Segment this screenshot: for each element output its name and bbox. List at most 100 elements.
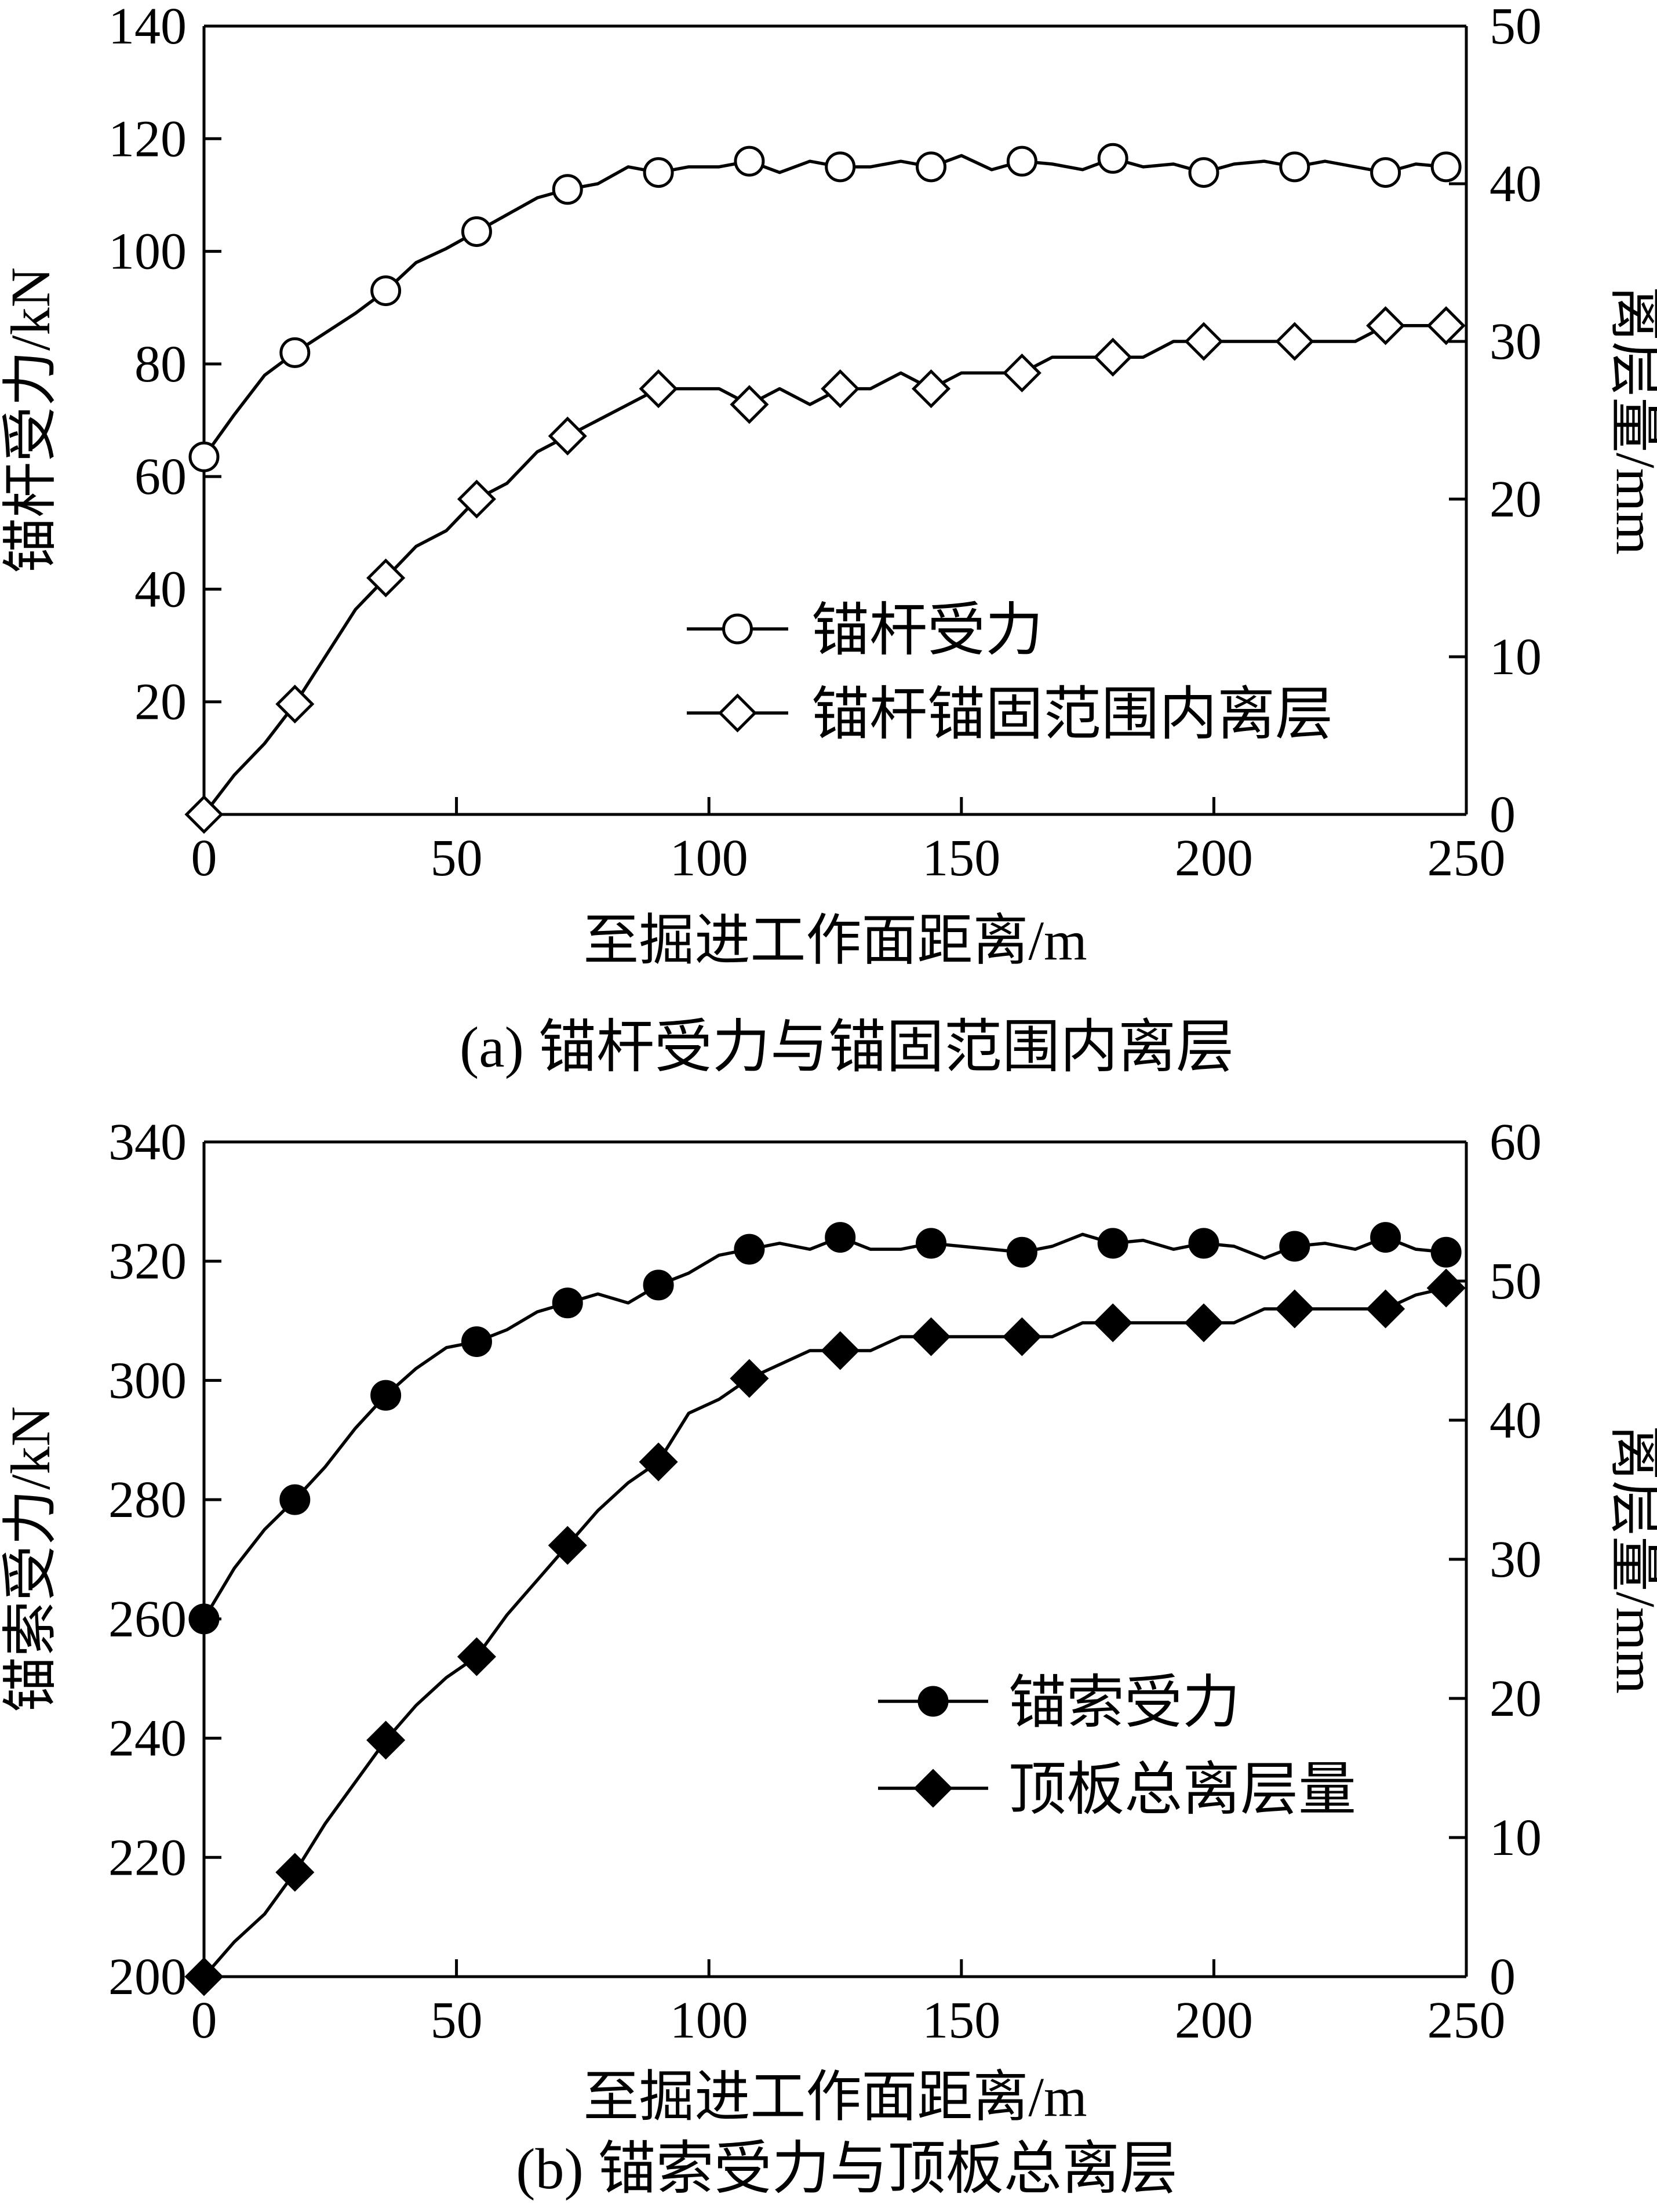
chart-b-data-point <box>1430 1236 1462 1268</box>
chart-a-data-point <box>279 337 311 368</box>
chart-b-legend-marker <box>913 1769 953 1808</box>
chart-b-y-tick-label: 220 <box>108 1829 187 1886</box>
chart-b-y-tick-label: 260 <box>108 1591 187 1648</box>
chart-b-data-point <box>734 1234 765 1265</box>
chart-b-data-point <box>548 1526 587 1565</box>
chart-b-data-point <box>1366 1289 1405 1329</box>
chart-b-x-tick-label: 250 <box>1427 1992 1506 2049</box>
chart-b-y-tick-label: 200 <box>108 1948 187 2006</box>
chart-a-series-1 <box>184 306 1466 834</box>
chart-b-y-tick-label: 280 <box>108 1471 187 1529</box>
chart-a-data-point <box>639 369 678 409</box>
chart-a-x-label: 至掘进工作面距离/m <box>583 909 1087 972</box>
chart-b-legend-label: 顶板总离层量 <box>1008 1758 1356 1822</box>
chart-a-data-point <box>643 157 674 188</box>
chart-b-y2-tick-label: 40 <box>1490 1392 1542 1449</box>
chart-b-y-tick-label: 340 <box>108 1114 187 1171</box>
chart-a-data-point <box>1430 151 1462 183</box>
chart-b-data-point <box>366 1720 406 1760</box>
chart-a-y2-tick-label: 40 <box>1490 155 1542 213</box>
chart-b-y2-tick-label: 10 <box>1490 1809 1542 1867</box>
chart-a-y2-label: 离层量/mm <box>1605 286 1657 555</box>
chart-b-data-point <box>911 1317 951 1356</box>
chart-b-y-tick-label: 320 <box>108 1233 187 1290</box>
chart-a: 0 50 100 150 200 250 20 40 60 80 100 120 140 0 10 20 30 4… <box>0 0 1657 1079</box>
chart-a-series-line <box>202 324 1447 816</box>
chart-b-data-point <box>552 1287 583 1319</box>
chart-a-legend-label: 锚杆受力 <box>811 598 1043 663</box>
chart-b-data-point <box>1093 1303 1132 1343</box>
chart-b-data-point <box>1275 1289 1314 1329</box>
chart-b-series-1 <box>184 1268 1466 1996</box>
chart-b-data-point <box>1097 1228 1128 1259</box>
chart-b-y2-tick-label: 30 <box>1490 1531 1542 1588</box>
chart-b-data-point <box>275 1853 315 1892</box>
chart-b-y2-tick-label: 60 <box>1490 1114 1542 1171</box>
chart-a-data-point <box>1279 151 1310 183</box>
chart-b-data-point <box>1184 1303 1223 1343</box>
chart-a-data-point <box>548 416 587 456</box>
chart-a-data-point <box>1188 157 1219 188</box>
chart-a-data-point <box>184 795 224 834</box>
chart-b-data-point <box>188 1603 220 1635</box>
chart-b-data-point <box>639 1442 678 1482</box>
chart-a-y2-tick-label: 0 <box>1490 786 1516 843</box>
chart-a-y-tick-label: 60 <box>134 448 187 505</box>
chart-a-legend-marker <box>722 613 753 645</box>
chart-a-data-point <box>1093 337 1132 377</box>
chart-a-x-tick-label: 250 <box>1427 829 1506 887</box>
chart-a-data-point <box>461 216 492 248</box>
chart-b-data-point <box>1188 1228 1219 1259</box>
chart-a-data-point <box>1275 322 1314 361</box>
chart-b-x-label: 至掘进工作面距离/m <box>583 2066 1087 2128</box>
chart-b-data-point <box>825 1222 856 1253</box>
chart-a-y-tick-label: 120 <box>108 110 187 168</box>
chart-a-x-tick-label: 200 <box>1175 829 1253 887</box>
chart-b-data-point <box>370 1380 402 1411</box>
chart-b-data-point <box>184 1957 224 1996</box>
chart-b-data-point <box>1006 1236 1037 1268</box>
chart-b-data-point <box>279 1484 311 1515</box>
chart-a-data-point <box>825 151 856 183</box>
chart-b-x-tick-label: 50 <box>431 1992 483 2049</box>
chart-b-data-point <box>457 1637 496 1676</box>
chart-a-data-point <box>916 151 947 183</box>
chart-a-data-point <box>552 174 583 205</box>
chart-a-data-point <box>370 275 402 307</box>
chart-a-data-point <box>730 385 769 424</box>
chart-b-x-tick-label: 0 <box>191 1992 217 2049</box>
chart-a-y-tick-label: 80 <box>134 336 187 393</box>
chart-a-data-point <box>366 558 406 598</box>
chart-a-series-0 <box>188 143 1462 472</box>
chart-a-x-tick-label: 100 <box>670 829 748 887</box>
chart-a-data-point <box>1426 306 1466 345</box>
chart-b-x-tick-label: 150 <box>922 1992 1000 2049</box>
chart-a-y2-tick-label: 30 <box>1490 313 1542 370</box>
chart-a-x-tick-label: 50 <box>431 829 483 887</box>
chart-a-data-point <box>911 369 951 409</box>
chart-b-y2-tick-label: 20 <box>1490 1670 1542 1727</box>
chart-b-caption: (b) 锚索受力与顶板总离层 <box>516 2137 1178 2201</box>
chart-b-data-point <box>461 1326 492 1358</box>
chart-a-data-point <box>1184 322 1223 361</box>
chart-a-y-tick-label: 40 <box>134 561 187 618</box>
chart-b-series-0 <box>188 1222 1462 1635</box>
chart-b-y2-tick-label: 50 <box>1490 1253 1542 1310</box>
chart-b-data-point <box>1370 1222 1401 1253</box>
chart-a-data-point <box>188 441 220 472</box>
chart-a-data-point <box>1002 353 1041 392</box>
chart-a-legend-label: 锚杆锚固范围内离层 <box>811 682 1333 747</box>
chart-a-data-point <box>734 145 765 177</box>
chart-a-data-point <box>1097 143 1128 174</box>
chart-a-data-point <box>1006 145 1037 177</box>
chart-a-data-point <box>1370 157 1401 188</box>
chart-b-x-tick-label: 100 <box>670 1992 748 2049</box>
chart-a-y2-tick-label: 50 <box>1490 0 1542 55</box>
chart-b-x-tick-label: 200 <box>1175 1992 1253 2049</box>
chart-a-y2-tick-label: 10 <box>1490 628 1542 686</box>
chart-a-x-tick-label: 0 <box>191 829 217 887</box>
chart-b-data-point <box>730 1359 769 1398</box>
chart-a-data-point <box>1366 306 1405 345</box>
chart-b-data-point <box>916 1228 947 1259</box>
